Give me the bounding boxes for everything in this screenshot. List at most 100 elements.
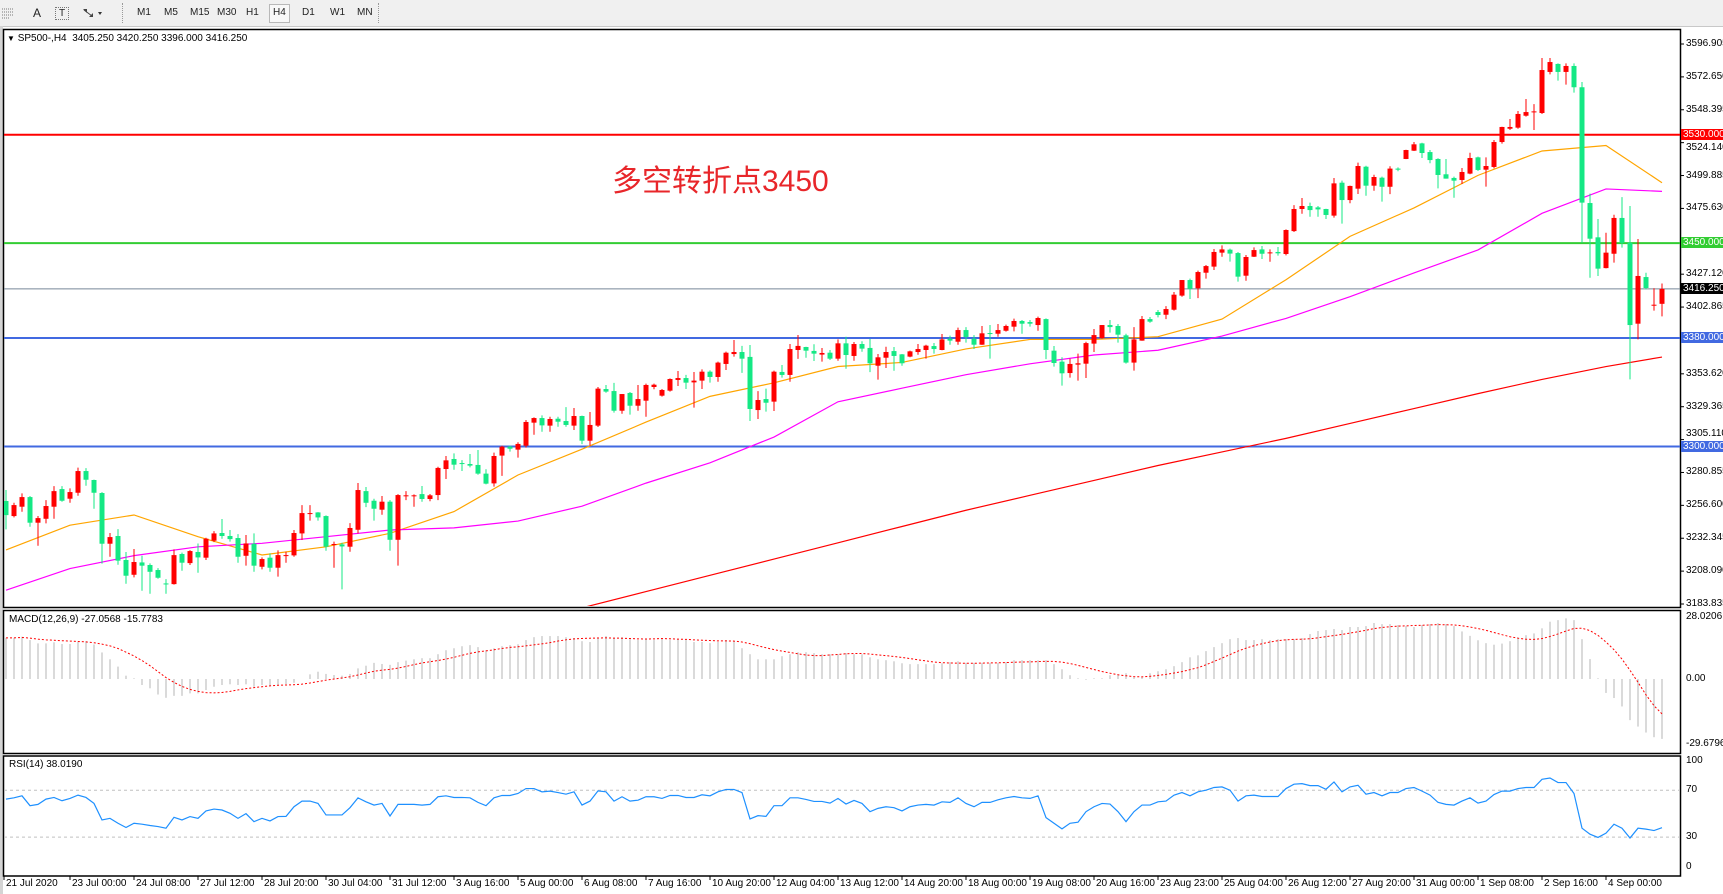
timeframe-w1-button[interactable]: W1 (330, 7, 345, 18)
candle-down (4, 501, 9, 516)
candle-up (1635, 275, 1641, 324)
candle-up (571, 416, 577, 426)
candle-up (1603, 252, 1609, 269)
candle-up (1371, 177, 1377, 186)
candle-down (1595, 237, 1601, 269)
candle-down (235, 538, 241, 557)
candle-up (915, 349, 921, 353)
candle-up (1563, 65, 1569, 72)
candle-up (443, 460, 449, 470)
time-axis-label: 3 Aug 16:00 (456, 878, 510, 889)
candle-down (1435, 158, 1441, 175)
candle-up (1611, 217, 1617, 254)
timeframe-m1-button[interactable]: M1 (137, 7, 151, 18)
crosshair-grid-icon[interactable] (2, 5, 14, 21)
price-axis-label: 3353.620 (1686, 367, 1723, 379)
candle-up (347, 527, 353, 547)
candle-up (1651, 304, 1657, 306)
candle-down (315, 512, 321, 518)
text-icon[interactable]: A (32, 6, 41, 20)
price-axis-label: 3280.855 (1686, 466, 1723, 478)
rsi-title: RSI(14) 38.0190 (9, 759, 83, 770)
candle-down (483, 473, 489, 484)
time-axis-label: 14 Aug 20:00 (904, 878, 963, 889)
timeframe-m5-button[interactable]: M5 (164, 7, 178, 18)
candle-up (1531, 111, 1537, 113)
price-axis-label: 3548.395 (1686, 103, 1723, 115)
candle-down (987, 333, 993, 335)
candle-up (331, 543, 337, 545)
timeframe-d1-button[interactable]: D1 (302, 7, 315, 18)
candle-up (1267, 252, 1273, 254)
candle-down (1363, 166, 1369, 186)
timeframe-mn-button[interactable]: MN (357, 7, 373, 18)
candle-up (1179, 280, 1185, 296)
candle-up (795, 345, 801, 350)
candle-up (851, 344, 857, 356)
candle-up (923, 345, 929, 350)
candle-up (395, 495, 401, 540)
text-label-icon[interactable]: T (55, 7, 69, 20)
annotation-text: 多空转折点3450 (612, 165, 829, 198)
candle-up (131, 562, 137, 575)
candle-down (1019, 320, 1025, 324)
candle-up (427, 495, 433, 499)
candle-up (651, 384, 657, 387)
timeframe-m30-button[interactable]: M30 (217, 7, 237, 18)
candle-up (51, 491, 57, 507)
candle-up (587, 424, 593, 441)
candle-up (1283, 230, 1289, 255)
time-axis-label: 23 Aug 23:00 (1160, 878, 1219, 889)
time-axis-label: 21 Jul 2020 (6, 878, 58, 889)
candle-down (139, 562, 145, 566)
candle-up (691, 380, 697, 383)
candle-down (1339, 182, 1345, 201)
timeframe-m15-button[interactable]: M15 (190, 7, 210, 18)
candle-up (1195, 272, 1201, 289)
candle-up (1387, 168, 1393, 187)
price-axis-label: 3232.345 (1686, 532, 1723, 544)
price-axis-label: 3572.650 (1686, 70, 1723, 82)
candle-down (1307, 206, 1313, 211)
time-axis-label: 6 Aug 08:00 (584, 878, 638, 889)
arrows-icon[interactable] (80, 5, 104, 21)
price-tag-3380.000: 3380.000 (1681, 332, 1723, 344)
candle-up (595, 388, 601, 426)
candle-down (1259, 249, 1265, 254)
candle-down (1227, 249, 1233, 254)
macd-title: MACD(12,26,9) -27.0568 -15.7783 (9, 614, 163, 625)
candle-up (1003, 325, 1009, 331)
timeframe-h4-button[interactable]: H4 (269, 4, 290, 23)
candle-down (1451, 177, 1457, 181)
candle-down (1043, 319, 1049, 350)
timeframe-h1-button[interactable]: H1 (246, 7, 259, 18)
candle-up (731, 352, 737, 355)
candle-up (1491, 142, 1497, 167)
time-axis-label: 1 Sep 08:00 (1480, 878, 1534, 889)
candle-up (619, 394, 625, 411)
candle-up (411, 495, 417, 497)
candle-down (763, 399, 769, 403)
candle-down (371, 500, 377, 509)
rsi-axis-label: 30 (1686, 831, 1698, 843)
candle-down (387, 501, 393, 540)
candle-up (1091, 335, 1097, 344)
symbol-timeframe: SP500-,H4 (17, 33, 67, 44)
time-axis-label: 13 Aug 12:00 (840, 878, 899, 889)
candle-down (1395, 168, 1401, 170)
price-axis-label: 3256.600 (1686, 499, 1723, 511)
candle-down (1155, 312, 1161, 316)
rsi-pane-frame (2, 755, 1682, 877)
candle-down (1147, 319, 1153, 322)
time-axis-label: 31 Aug 00:00 (1416, 878, 1475, 889)
candle-down (707, 371, 713, 377)
rsi-axis-label: 70 (1686, 784, 1698, 796)
candle-up (1075, 363, 1081, 365)
time-axis-label: 27 Jul 12:00 (200, 878, 255, 889)
time-axis-label: 23 Jul 00:00 (72, 878, 127, 889)
candle-down (1571, 65, 1577, 88)
candle-down (1275, 251, 1281, 254)
collapse-triangle-icon[interactable]: ▼ (7, 34, 15, 43)
toolbar-separator (378, 3, 380, 23)
